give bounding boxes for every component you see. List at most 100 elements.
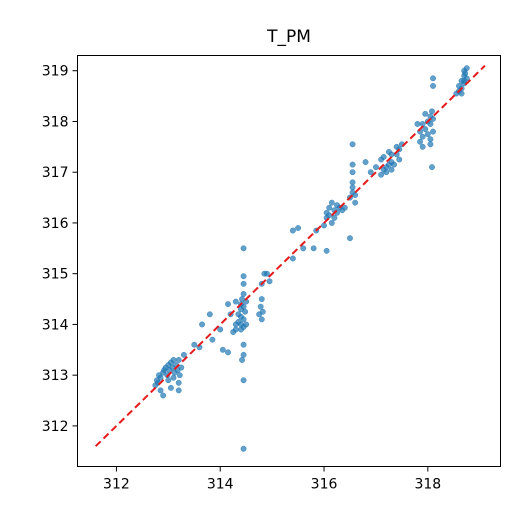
data-point: [240, 280, 247, 287]
data-point: [165, 377, 172, 384]
data-point: [422, 126, 429, 133]
data-point: [232, 298, 239, 305]
data-point: [240, 377, 247, 384]
data-point: [240, 445, 247, 452]
data-point: [225, 301, 231, 308]
x-tick-label: 318: [414, 477, 441, 493]
data-point: [257, 303, 264, 310]
data-point: [175, 387, 182, 394]
data-point: [430, 82, 436, 89]
data-point: [300, 245, 307, 252]
data-point: [242, 308, 249, 315]
data-point: [349, 169, 356, 176]
y-tick-label: 314: [42, 317, 69, 333]
data-point: [175, 356, 182, 363]
data-point: [328, 219, 335, 226]
data-point: [209, 336, 216, 343]
data-point: [170, 374, 177, 381]
data-point: [383, 169, 390, 176]
data-point: [167, 384, 174, 391]
data-point: [206, 311, 213, 318]
y-tick-label: 313: [42, 368, 69, 384]
data-point: [157, 374, 164, 381]
data-point: [321, 222, 327, 229]
data-point: [388, 151, 395, 158]
data-point: [180, 351, 187, 358]
data-point: [178, 364, 185, 371]
y-tick-label: 315: [42, 267, 69, 283]
data-point: [367, 169, 374, 176]
data-point: [419, 133, 426, 140]
data-point: [295, 225, 302, 231]
x-tick-label: 316: [311, 477, 338, 493]
data-point: [326, 212, 333, 219]
data-point: [349, 141, 356, 148]
data-point: [422, 110, 429, 117]
data-point: [170, 356, 177, 363]
ticks-layer: 312 314 316 318 312 313 314 315 316 317 318 319: [42, 64, 441, 493]
data-point: [347, 235, 353, 242]
data-point: [160, 392, 167, 399]
data-point: [217, 326, 224, 333]
data-point: [349, 161, 356, 168]
data-point: [458, 90, 465, 97]
data-point: [396, 156, 403, 163]
data-point: [362, 159, 369, 166]
chart-title: T_PM: [266, 27, 311, 47]
data-point: [380, 154, 387, 160]
data-point: [349, 179, 356, 186]
data-point: [266, 278, 273, 285]
data-point: [175, 379, 182, 386]
data-point: [461, 67, 468, 74]
data-point: [427, 136, 434, 143]
data-point: [328, 199, 335, 206]
data-point: [239, 356, 245, 363]
y-tick-label: 317: [42, 165, 69, 181]
plot-frame: [77, 55, 501, 467]
data-point: [232, 326, 239, 333]
points-layer: [152, 65, 470, 452]
data-point: [219, 346, 226, 353]
y-tick-label: 318: [42, 114, 69, 130]
data-point: [427, 121, 434, 127]
data-point: [263, 270, 270, 277]
y-tick-label: 316: [42, 216, 69, 232]
data-point: [323, 247, 330, 254]
data-point: [258, 296, 265, 303]
y-tick-label: 312: [42, 419, 69, 435]
data-point: [458, 77, 465, 84]
data-point: [463, 75, 470, 82]
data-point: [240, 273, 247, 280]
data-point: [349, 184, 356, 191]
data-point: [331, 214, 338, 221]
data-point: [243, 321, 250, 328]
data-point: [430, 75, 436, 82]
reference-line: [94, 64, 486, 447]
data-point: [225, 349, 231, 356]
data-point: [341, 204, 348, 211]
data-point: [157, 387, 164, 394]
data-point: [289, 227, 296, 234]
data-point: [430, 128, 436, 135]
data-point: [429, 164, 435, 171]
data-point: [240, 291, 247, 297]
data-point: [372, 164, 379, 171]
data-point: [391, 161, 398, 168]
data-point: [326, 204, 333, 211]
data-point: [352, 199, 359, 206]
data-point: [419, 143, 426, 150]
data-point: [240, 316, 247, 323]
data-point: [424, 131, 431, 138]
data-point: [240, 245, 247, 252]
data-point: [378, 171, 385, 178]
data-point: [199, 321, 206, 328]
data-point: [417, 138, 423, 145]
data-point: [352, 192, 359, 198]
y-tick-label: 319: [42, 64, 69, 80]
data-point: [240, 341, 247, 348]
data-point: [289, 255, 296, 262]
data-point: [310, 245, 317, 252]
data-point: [259, 308, 266, 315]
data-point: [427, 141, 434, 148]
